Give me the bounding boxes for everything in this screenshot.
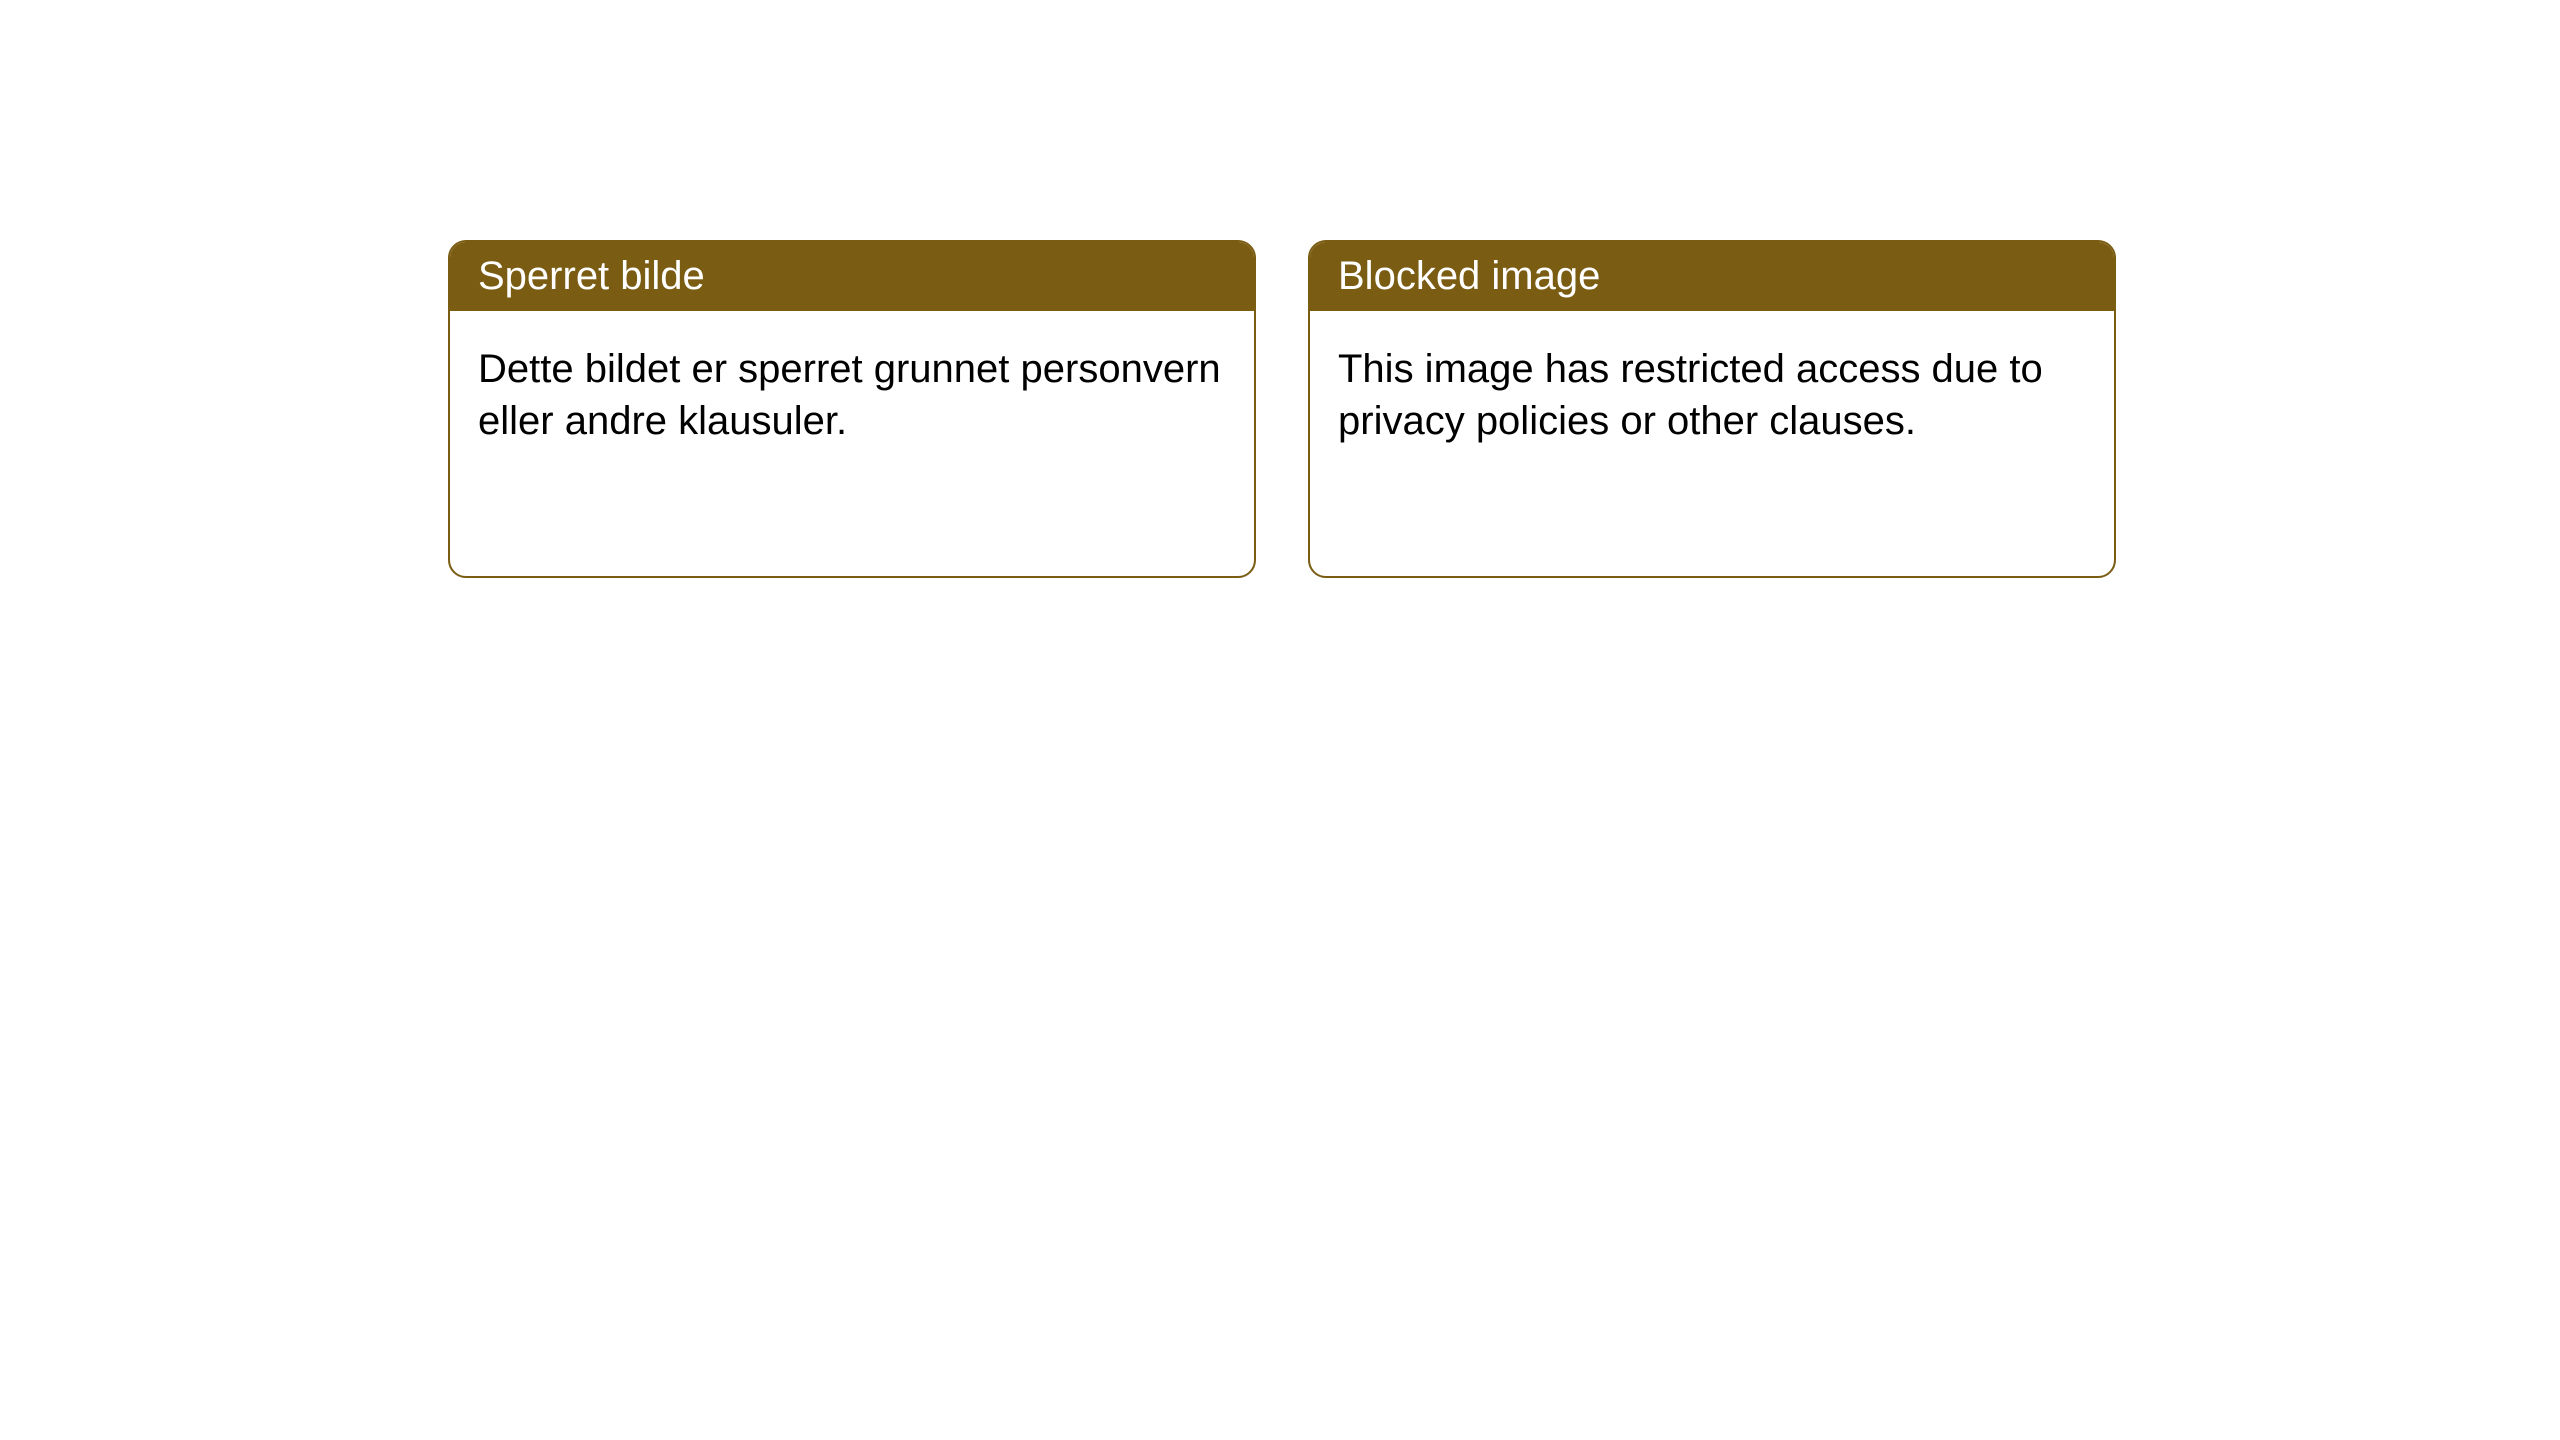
- notice-body: Dette bildet er sperret grunnet personve…: [450, 311, 1254, 479]
- notice-title: Sperret bilde: [478, 254, 705, 298]
- notice-body-text: Dette bildet er sperret grunnet personve…: [478, 347, 1221, 443]
- notice-card-english: Blocked image This image has restricted …: [1308, 240, 2116, 578]
- notice-card-norwegian: Sperret bilde Dette bildet er sperret gr…: [448, 240, 1256, 578]
- notice-body-text: This image has restricted access due to …: [1338, 347, 2043, 443]
- notice-header: Sperret bilde: [450, 242, 1254, 311]
- notice-header: Blocked image: [1310, 242, 2114, 311]
- notice-container: Sperret bilde Dette bildet er sperret gr…: [0, 0, 2560, 578]
- notice-title: Blocked image: [1338, 254, 1600, 298]
- notice-body: This image has restricted access due to …: [1310, 311, 2114, 479]
